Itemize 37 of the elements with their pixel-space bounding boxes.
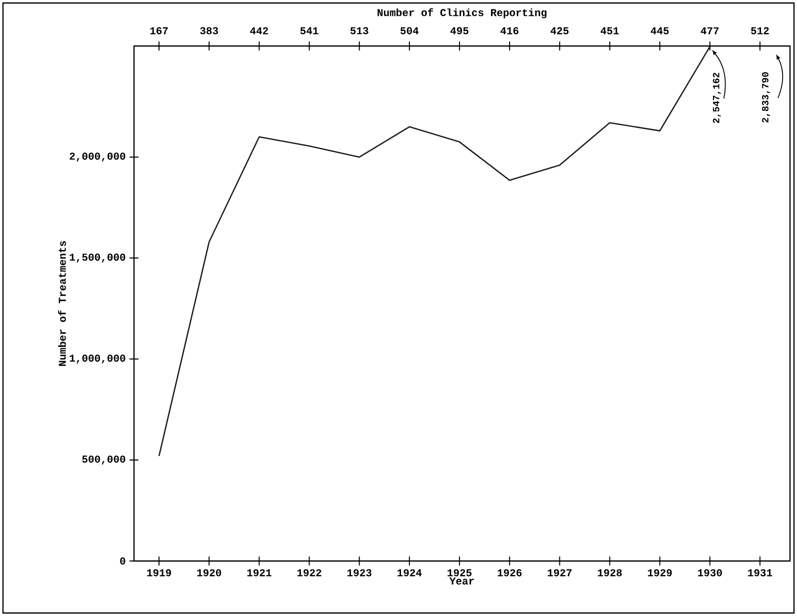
y-tick-label: 2,000,000 (70, 152, 126, 162)
x-tick-label: 1922 (297, 569, 322, 576)
x-tick-label: 1923 (347, 569, 372, 576)
x-axis-title: Year (449, 578, 474, 585)
text: 495 (450, 27, 468, 34)
text: 425 (550, 27, 569, 34)
x-tick-label: 1929 (648, 569, 672, 576)
text: 167 (150, 27, 168, 34)
text: 442 (250, 27, 268, 34)
x-tick-label: 1925 (448, 569, 472, 576)
y-tick-label: 0 (120, 557, 126, 565)
text: 504 (400, 27, 419, 34)
y-axis-title: Number of Treatments (58, 241, 66, 366)
x-tick-label: 1921 (247, 569, 272, 576)
text: 416 (500, 27, 518, 34)
x-tick-label: 1920 (197, 569, 222, 576)
annotation: 2,547,162 (712, 72, 721, 123)
text: 445 (650, 27, 669, 34)
text: 512 (751, 27, 769, 34)
y-tick-label: 1,500,000 (70, 254, 126, 262)
x-tick-label: 1927 (548, 569, 572, 576)
x-tick-label: 1926 (498, 569, 522, 576)
y-tick-label: 1,000,000 (70, 354, 126, 364)
y-tick-label: 500,000 (82, 456, 126, 464)
x2-axis-title: Number of Clinics Reporting (378, 8, 546, 18)
x-tick-label: 1928 (598, 569, 622, 576)
text: 383 (200, 27, 218, 34)
text: 451 (600, 27, 619, 34)
annotation: 2,833,790 (762, 72, 770, 122)
text: 477 (700, 27, 719, 34)
x-tick-label: 1924 (398, 569, 422, 576)
x-tick-label: 1930 (698, 569, 722, 576)
x-tick-label: 1931 (748, 569, 772, 576)
text: 541 (300, 27, 318, 34)
line-series (158, 46, 711, 457)
x-tick-label: 1919 (147, 569, 172, 576)
text: 513 (350, 27, 368, 34)
